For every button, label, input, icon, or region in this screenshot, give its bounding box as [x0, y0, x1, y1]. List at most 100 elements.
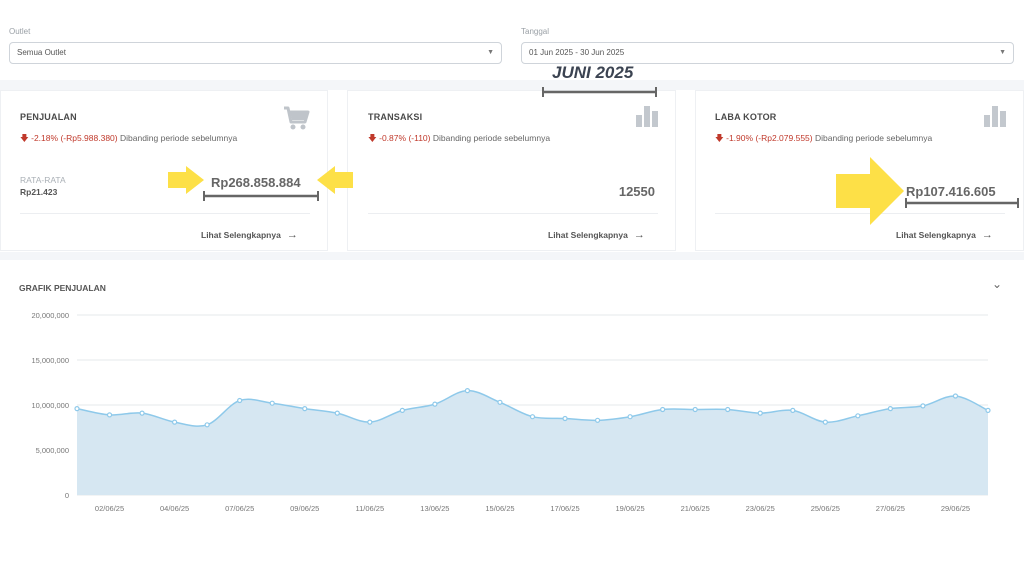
- see-more-label: Lihat Selengkapnya: [548, 230, 628, 240]
- arrow-right-icon: →: [981, 229, 993, 241]
- change-value: (-Rp5.988.380): [60, 133, 118, 143]
- sales-line-chart: 20,000,000 15,000,000 10,000,000 5,000,000 0…: [31, 311, 991, 513]
- bar-chart-icon: [984, 106, 1006, 127]
- x-tick-label: 25/06/25: [811, 504, 840, 513]
- see-more-label: Lihat Selengkapnya: [201, 230, 281, 240]
- data-point[interactable]: [562, 415, 568, 422]
- data-point[interactable]: [334, 410, 340, 416]
- comparison-text: 🡇 -2.18% (-Rp5.988.380) Dibanding period…: [20, 133, 237, 147]
- data-point[interactable]: [757, 410, 763, 416]
- card-title: PENJUALAN: [20, 112, 77, 122]
- card-title: LABA KOTOR: [715, 112, 777, 122]
- data-point[interactable]: [985, 407, 991, 414]
- date-range-value: 01 Jun 2025 - 30 Jun 2025: [529, 48, 625, 57]
- month-annotation: JUNI 2025: [552, 63, 634, 82]
- chevron-down-icon: ▼: [999, 49, 1006, 56]
- change-percent: -2.18%: [31, 133, 59, 143]
- x-tick-label: 13/06/25: [420, 504, 449, 513]
- date-range-select[interactable]: 01 Jun 2025 - 30 Jun 2025 ▼: [521, 42, 1014, 64]
- see-more-link[interactable]: Lihat Selengkapnya →: [548, 229, 645, 241]
- x-tick-label: 04/06/25: [160, 504, 189, 513]
- card-penjualan: PENJUALAN 🡇 -2.18% (-Rp5.988.380) Diband…: [0, 90, 328, 251]
- x-tick-label: 21/06/25: [681, 504, 710, 513]
- data-point[interactable]: [367, 419, 373, 425]
- data-point[interactable]: [529, 414, 536, 420]
- data-point[interactable]: [399, 407, 405, 414]
- average-value: Rp21.423: [20, 187, 58, 197]
- outlet-select[interactable]: Semua Outlet ▼: [9, 42, 502, 64]
- chevron-down-icon[interactable]: ⌄: [992, 277, 1003, 291]
- see-more-link[interactable]: Lihat Selengkapnya →: [201, 229, 298, 241]
- data-point[interactable]: [106, 412, 113, 418]
- data-point[interactable]: [269, 400, 275, 406]
- gross-profit-value: Rp107.416.605: [906, 184, 996, 199]
- cart-icon: [284, 106, 310, 130]
- change-caption: Dibanding periode sebelumnya: [432, 133, 551, 143]
- data-point[interactable]: [725, 406, 731, 413]
- data-point[interactable]: [594, 417, 601, 423]
- x-tick-label: 29/06/25: [941, 504, 970, 513]
- x-tick-label: 07/06/25: [225, 504, 254, 513]
- card-laba-kotor: LABA KOTOR 🡇 -1.90% (-Rp2.079.555) Diban…: [695, 90, 1024, 251]
- filter-bar: Outlet Semua Outlet ▼ Tanggal 01 Jun 202…: [0, 0, 1024, 80]
- arrow-down-icon: 🡇: [20, 133, 29, 143]
- card-transaksi: TRANSAKSI 🡇 -0.87% (-110) Dibanding peri…: [347, 90, 676, 251]
- data-point[interactable]: [627, 414, 633, 420]
- divider: [20, 213, 310, 214]
- arrow-right-icon: →: [286, 229, 298, 241]
- chevron-down-icon: ▼: [487, 49, 494, 56]
- y-tick-label: 10,000,000: [31, 401, 69, 410]
- data-point[interactable]: [172, 419, 178, 425]
- y-tick-label: 15,000,000: [31, 356, 69, 365]
- divider: [368, 213, 658, 214]
- chart-title: GRAFIK PENJUALAN: [19, 283, 106, 293]
- change-caption: Dibanding periode sebelumnya: [119, 133, 238, 143]
- section-gap: [0, 80, 1024, 90]
- y-tick-label: 5,000,000: [36, 446, 69, 455]
- data-point[interactable]: [74, 405, 80, 412]
- x-tick-label: 15/06/25: [485, 504, 514, 513]
- data-point[interactable]: [855, 413, 861, 419]
- x-tick-label: 02/06/25: [95, 504, 124, 513]
- change-percent: -1.90%: [726, 133, 754, 143]
- data-point[interactable]: [952, 393, 959, 399]
- arrow-down-icon: 🡇: [368, 133, 377, 143]
- date-label: Tanggal: [521, 27, 550, 36]
- data-point[interactable]: [790, 407, 796, 414]
- comparison-text: 🡇 -0.87% (-110) Dibanding periode sebelu…: [368, 133, 550, 147]
- x-tick-label: 27/06/25: [876, 504, 905, 513]
- change-value: (-110): [408, 133, 431, 143]
- sales-total-value: Rp268.858.884: [211, 175, 301, 190]
- change-caption: Dibanding periode sebelumnya: [814, 133, 933, 143]
- data-point[interactable]: [302, 405, 308, 412]
- data-point[interactable]: [237, 397, 243, 404]
- arrow-down-icon: 🡇: [715, 133, 724, 143]
- data-point[interactable]: [497, 399, 503, 405]
- data-point[interactable]: [139, 410, 145, 416]
- area-fill: [77, 390, 988, 495]
- data-point[interactable]: [464, 387, 471, 394]
- change-percent: -0.87%: [379, 133, 407, 143]
- data-point[interactable]: [887, 405, 893, 412]
- data-point[interactable]: [920, 403, 926, 409]
- data-point[interactable]: [692, 406, 698, 413]
- divider: [715, 213, 1005, 214]
- section-gap: [0, 252, 1024, 260]
- y-tick-label: 0: [65, 491, 69, 500]
- x-tick-label: 09/06/25: [290, 504, 319, 513]
- data-point[interactable]: [660, 406, 666, 413]
- comparison-text: 🡇 -1.90% (-Rp2.079.555) Dibanding period…: [715, 133, 932, 147]
- change-value: (-Rp2.079.555): [755, 133, 813, 143]
- data-point[interactable]: [432, 401, 438, 407]
- arrow-right-icon: →: [633, 229, 645, 241]
- data-point[interactable]: [204, 422, 210, 428]
- average-label: RATA-RATA: [20, 175, 66, 185]
- x-tick-label: 11/06/25: [356, 504, 385, 513]
- outlet-select-value: Semua Outlet: [17, 48, 66, 57]
- bar-chart-icon: [636, 106, 658, 127]
- x-tick-label: 17/06/25: [550, 504, 579, 513]
- x-tick-label: 19/06/25: [616, 504, 645, 513]
- data-point[interactable]: [822, 419, 828, 425]
- see-more-link[interactable]: Lihat Selengkapnya →: [896, 229, 993, 241]
- y-tick-label: 20,000,000: [31, 311, 69, 320]
